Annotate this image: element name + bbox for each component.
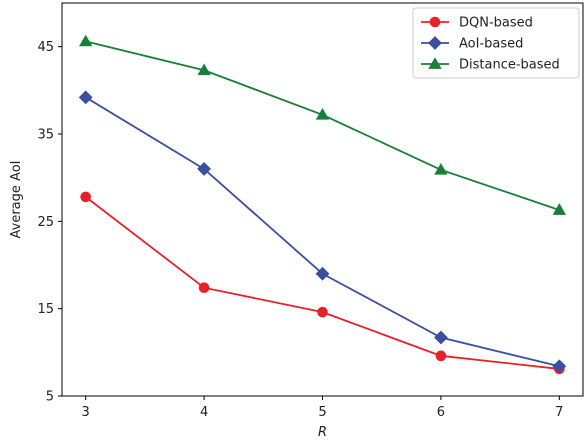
legend: DQN-based AoI-based Distance-based (413, 8, 579, 78)
x-tick-label: 3 (82, 405, 90, 420)
data-point-aoi-based (435, 331, 447, 343)
data-point-dqn-based (436, 351, 446, 361)
data-point-dqn-based (199, 283, 209, 293)
x-tick-label: 5 (318, 405, 326, 420)
data-point-distance-based (80, 36, 92, 46)
y-tick-label: 15 (37, 302, 54, 317)
x-tick-label: 4 (200, 405, 208, 420)
data-point-distance-based (435, 164, 447, 174)
data-point-aoi-based (79, 91, 91, 103)
x-axis-label: R (318, 425, 327, 440)
series-line-dqn-based (86, 197, 560, 369)
series-line-aoi-based (86, 97, 560, 366)
data-point-dqn-based (81, 192, 91, 202)
series-dqn-based (81, 192, 564, 374)
series-layer (79, 36, 565, 374)
legend-label: AoI-based (459, 37, 523, 52)
legend-label: DQN-based (459, 16, 533, 31)
y-tick-label: 25 (37, 215, 54, 230)
series-aoi-based (79, 91, 565, 372)
y-tick-label: 35 (37, 128, 54, 143)
y-tick-label: 45 (37, 40, 54, 55)
legend-label: Distance-based (459, 58, 560, 73)
legend-swatch-marker (430, 17, 440, 27)
data-point-dqn-based (318, 307, 328, 317)
x-tick-label: 6 (437, 405, 445, 420)
y-axis-label: Average AoI (9, 161, 24, 239)
x-tick-label: 7 (555, 405, 563, 420)
y-tick-label: 5 (46, 390, 54, 405)
